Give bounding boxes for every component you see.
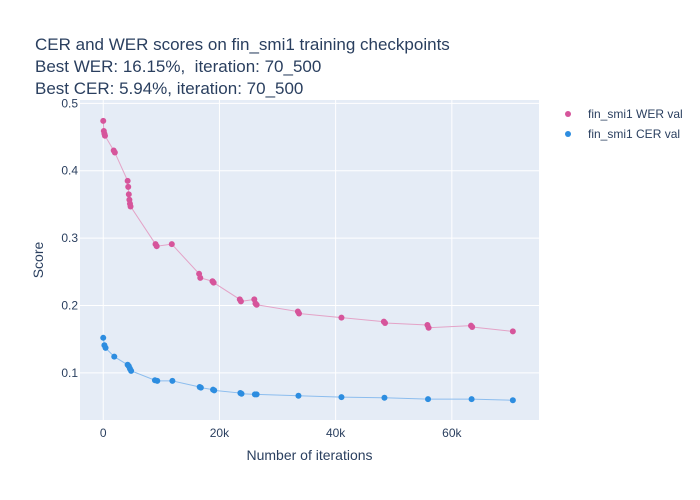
- data-point: [469, 324, 476, 331]
- data-point: [102, 344, 109, 351]
- y-tick-label: 0.1: [61, 366, 78, 380]
- data-point: [169, 377, 176, 384]
- data-point: [168, 241, 175, 248]
- data-point: [509, 328, 516, 335]
- data-point: [468, 396, 475, 403]
- data-point: [197, 384, 204, 391]
- data-point: [128, 367, 135, 374]
- data-point: [154, 377, 161, 384]
- data-point: [211, 387, 218, 394]
- y-tick-label: 0.4: [61, 164, 78, 178]
- series-points: [100, 117, 516, 404]
- x-tick-label: 40k: [326, 426, 346, 440]
- legend-label: fin_smi1 CER val: [588, 127, 680, 141]
- data-point: [210, 279, 217, 286]
- x-axis-title: Number of iterations: [246, 447, 372, 463]
- data-point: [338, 394, 345, 401]
- data-point: [425, 324, 432, 331]
- data-point: [125, 183, 132, 190]
- grid-lines: [80, 100, 539, 420]
- legend: fin_smi1 WER val fin_smi1 CER val: [565, 107, 683, 141]
- data-point: [100, 117, 107, 124]
- data-point: [237, 298, 244, 305]
- data-point: [153, 243, 160, 250]
- data-point: [253, 391, 260, 398]
- data-point: [296, 310, 303, 317]
- plot-background: [80, 100, 539, 420]
- y-axis-title: Score: [30, 242, 46, 279]
- chart-title-line-3: Best CER: 5.94%, iteration: 70_500: [35, 79, 304, 98]
- data-point: [101, 132, 108, 139]
- y-tick-label: 0.3: [61, 231, 78, 245]
- legend-label: fin_smi1 WER val: [588, 107, 683, 121]
- legend-marker: [565, 131, 571, 137]
- x-tick-label: 20k: [210, 426, 230, 440]
- data-point: [100, 334, 107, 341]
- y-tick-labels: 0.1 0.2 0.3 0.4 0.5: [61, 96, 78, 379]
- data-point: [338, 314, 345, 321]
- legend-marker: [565, 111, 571, 117]
- data-point: [238, 390, 245, 397]
- chart-title: CER and WER scores on fin_smi1 training …: [35, 34, 450, 100]
- data-point: [253, 301, 260, 308]
- x-tick-label: 60k: [442, 426, 462, 440]
- data-point: [124, 177, 131, 184]
- data-point: [509, 397, 516, 404]
- data-point: [425, 396, 432, 403]
- data-point: [295, 392, 302, 399]
- data-point: [381, 394, 388, 401]
- data-point: [125, 191, 132, 198]
- data-point: [111, 149, 118, 156]
- chart-title-line-1: CER and WER scores on fin_smi1 training …: [35, 35, 450, 54]
- data-point: [382, 319, 389, 326]
- data-point: [111, 353, 118, 360]
- x-tick-labels: 0 20k 40k 60k: [100, 426, 463, 440]
- data-point: [127, 203, 134, 210]
- y-tick-label: 0.5: [61, 96, 78, 110]
- data-point: [197, 274, 204, 281]
- y-tick-label: 0.2: [61, 298, 78, 312]
- x-tick-label: 0: [100, 426, 107, 440]
- chart-title-line-2: Best WER: 16.15%, iteration: 70_500: [35, 57, 322, 76]
